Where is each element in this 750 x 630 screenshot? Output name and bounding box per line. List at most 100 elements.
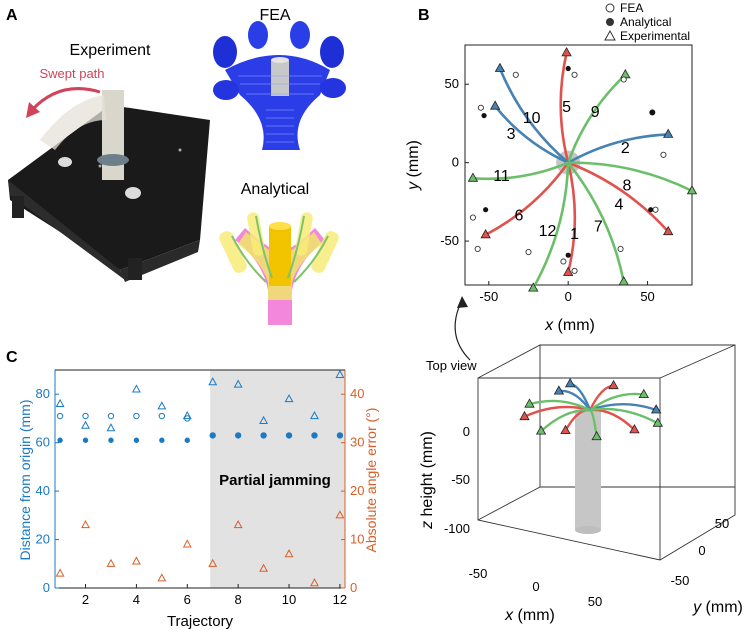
top-view-ytick-label: -50 — [440, 233, 459, 248]
legend-analytical-marker — [606, 18, 614, 26]
y3d-tick-0: -50 — [671, 573, 690, 588]
legend-analytical-label: Analytical — [620, 15, 671, 29]
c-point-fea — [133, 412, 140, 420]
fea-point — [571, 267, 578, 274]
panel-c-letter: C — [6, 349, 18, 366]
experimental-endpoint-10 — [494, 62, 506, 72]
c-point-angle-error — [55, 568, 65, 577]
y3d-ticks: -50 0 50 — [671, 516, 730, 588]
three-d-trajectory-6 — [523, 405, 591, 418]
trajectory-label-2: 2 — [621, 140, 630, 157]
c-point-experimental — [157, 401, 167, 410]
panel-a-letter: A — [6, 7, 18, 24]
c-ytick-right-label: 10 — [350, 532, 364, 547]
c-xtick-label: 12 — [333, 592, 347, 607]
c-point-analytical — [159, 437, 165, 443]
partial-jamming-region — [210, 370, 345, 588]
c-point-angle-error — [208, 558, 218, 567]
fea-label: FEA — [259, 7, 290, 24]
analytical-label: Analytical — [241, 181, 309, 198]
c-point-angle-error — [182, 539, 192, 548]
c-point-fea — [82, 412, 89, 420]
c-point-analytical — [57, 437, 63, 443]
swept-path-arrowhead — [26, 102, 40, 118]
trajectory-label-12: 12 — [539, 223, 557, 240]
c-point-angle-error — [81, 519, 90, 529]
z-tick-2: -100 — [444, 521, 470, 536]
fea-point — [617, 245, 624, 252]
three-d-endpoint-2 — [650, 404, 662, 414]
analytical-point — [565, 65, 571, 72]
z-ticks: 0 -50 -100 — [444, 424, 470, 536]
panel-b-legend: FEA Analytical Experimental — [604, 1, 690, 43]
c-point-experimental — [208, 377, 218, 386]
trajectory-8 — [568, 161, 693, 193]
trajectory-11 — [472, 161, 569, 181]
trajectory-label-5: 5 — [562, 99, 571, 116]
experiment-photo — [8, 90, 210, 282]
analytical-point — [648, 207, 654, 213]
c-point-angle-error — [335, 510, 345, 519]
y3d-tick-2: 50 — [715, 516, 729, 531]
c-ytick-left-label: 0 — [43, 580, 50, 595]
three-d-endpoint-11 — [524, 398, 535, 408]
trajectory-label-10: 10 — [523, 110, 541, 127]
swept-path-label: Swept path — [39, 66, 104, 81]
experimental-endpoint-7 — [618, 276, 629, 286]
cylinder — [575, 410, 601, 530]
fea-point — [477, 104, 484, 111]
c-point-analytical — [260, 432, 267, 439]
trajectory-label-8: 8 — [622, 178, 631, 195]
x3d-ticks: -50 0 50 — [469, 566, 603, 609]
c-point-fea — [107, 412, 115, 420]
analytical-point — [565, 252, 571, 258]
experimental-endpoint-6 — [480, 228, 491, 239]
c-point-angle-error — [157, 573, 167, 582]
top-view-xtick-label: -50 — [479, 289, 498, 304]
three-d-endpoint-3 — [553, 385, 565, 395]
c-ytick-left-label: 60 — [36, 435, 50, 450]
three-d-endpoint-7 — [591, 430, 602, 441]
c-point-angle-error — [259, 563, 269, 572]
analytical-render — [219, 212, 339, 325]
fea-point — [560, 258, 567, 265]
trajectory-label-4: 4 — [615, 196, 624, 213]
experiment-label: Experiment — [70, 42, 151, 59]
three-d-zlabel: z height (mm) — [419, 431, 436, 530]
partial-jamming-label: Partial jamming — [219, 472, 331, 489]
three-d-endpoint-9 — [638, 388, 649, 399]
c-ytick-right-label: 0 — [350, 580, 357, 595]
analytical-point — [481, 112, 487, 119]
trajectory-9 — [566, 73, 627, 164]
c-point-fea — [158, 412, 166, 420]
three-d-trajectory-12 — [540, 408, 591, 433]
three-d-endpoint-1 — [560, 424, 571, 435]
c-point-fea — [56, 412, 64, 420]
fea-point — [652, 206, 659, 213]
c-point-analytical — [337, 432, 343, 439]
c-point-analytical — [286, 432, 292, 439]
c-point-angle-error — [233, 519, 243, 529]
three-d-plot: 0 -50 -100 -50 0 50 -50 0 50 x (mm) y (m… — [419, 344, 743, 624]
c-point-experimental — [310, 410, 319, 420]
experimental-endpoint-11 — [467, 172, 479, 182]
fea-point — [469, 214, 476, 221]
trajectory-1 — [566, 162, 577, 273]
analytical-point — [483, 207, 489, 213]
c-point-analytical — [210, 432, 216, 439]
three-d-endpoint-6 — [519, 410, 530, 421]
trajectory-label-9: 9 — [591, 104, 600, 121]
c-point-analytical — [82, 437, 89, 443]
trajectory-label-11: 11 — [493, 168, 510, 185]
c-xtick-label: 4 — [133, 592, 140, 607]
c-point-experimental — [335, 369, 345, 378]
c-ytick-right-label: 40 — [350, 386, 364, 401]
c-ylabel-left: Distance from origin (mm) — [17, 399, 33, 560]
trajectory-4 — [567, 161, 670, 233]
three-d-endpoint-8 — [652, 417, 663, 427]
fea-point — [660, 151, 667, 158]
c-ytick-right-label: 20 — [350, 483, 364, 498]
y3d-tick-1: 0 — [698, 543, 705, 558]
